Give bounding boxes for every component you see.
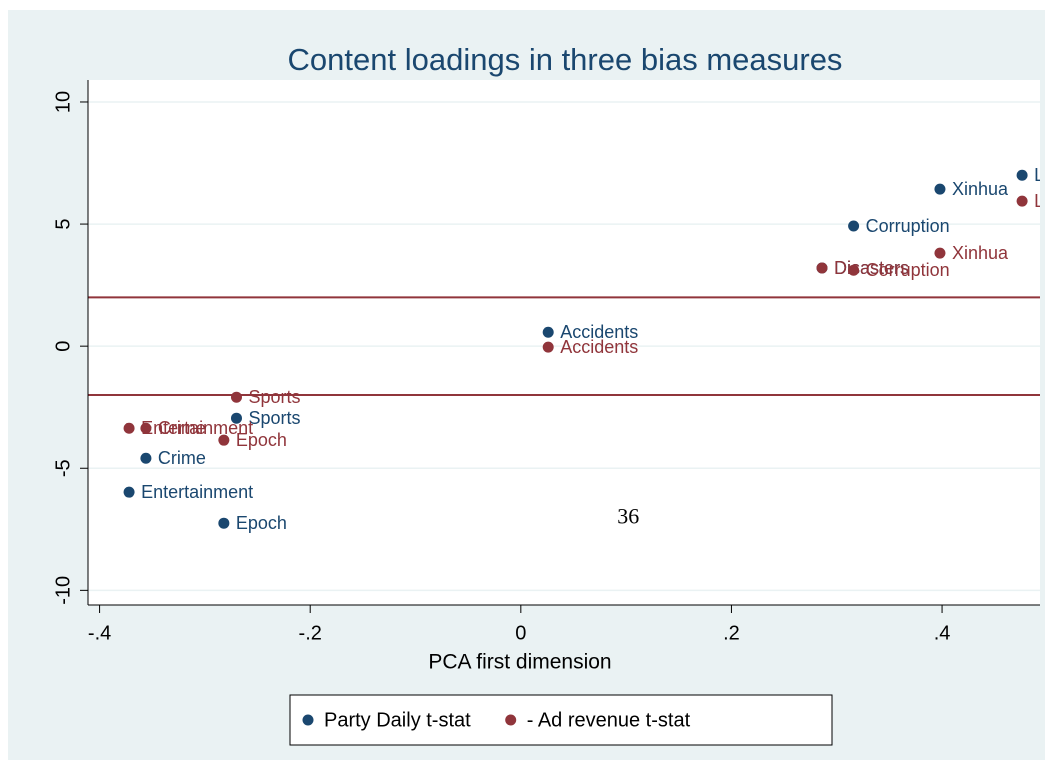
point-label: Sports	[248, 387, 300, 407]
y-tick-label: 10	[52, 91, 74, 113]
point-label: Epoch	[236, 430, 287, 450]
point	[542, 326, 554, 338]
legend-marker	[505, 714, 517, 726]
point-label: Corruption	[866, 260, 950, 280]
point	[848, 220, 860, 232]
point-label: Epoch	[236, 513, 287, 533]
x-tick-label: .4	[934, 622, 951, 644]
y-tick-label: -10	[52, 576, 74, 605]
point	[230, 412, 242, 424]
x-axis-label: PCA first dimension	[428, 651, 611, 674]
point	[218, 517, 230, 529]
point	[934, 247, 946, 259]
y-tick-label: 5	[52, 219, 74, 230]
point	[1016, 195, 1028, 207]
legend-label: Party Daily t-stat	[324, 709, 471, 731]
x-tick-label: -.4	[88, 622, 111, 644]
point	[140, 422, 152, 434]
point-label: Le	[1034, 191, 1054, 211]
x-tick-label: .2	[723, 622, 740, 644]
point	[230, 391, 242, 403]
point	[140, 452, 152, 464]
legend-box	[289, 694, 833, 746]
point	[848, 264, 860, 276]
point	[218, 434, 230, 446]
point-label: Le	[1034, 165, 1054, 185]
chart-title: Content loadings in three bias measures	[288, 42, 843, 77]
point-label: Accidents	[560, 322, 638, 342]
point	[934, 183, 946, 195]
annotation: 36	[617, 503, 639, 528]
point-label: Xinhua	[952, 179, 1009, 199]
point-label: Sports	[248, 408, 300, 428]
plot-region	[88, 80, 1040, 605]
point	[542, 341, 554, 353]
point-label: Crime	[158, 448, 206, 468]
point-label: Accidents	[560, 337, 638, 357]
point-label: Corruption	[866, 216, 950, 236]
y-tick-label: 0	[52, 341, 74, 352]
x-tick-label: -.2	[299, 622, 322, 644]
point-label: Entertainment	[141, 482, 253, 502]
legend-label: - Ad revenue t-stat	[527, 709, 691, 731]
point	[123, 486, 135, 498]
point-label: Xinhua	[952, 243, 1009, 263]
point	[816, 262, 828, 274]
y-tick-label: -5	[52, 459, 74, 477]
legend-marker	[302, 714, 314, 726]
point-label: Entertainment	[141, 418, 253, 438]
plot: 36LeXinhuaCorruptionDisastersAccidentsSp…	[88, 101, 1054, 592]
x-tick-label: 0	[515, 622, 526, 644]
point	[123, 422, 135, 434]
point-label: Crime	[158, 418, 206, 438]
point	[1016, 169, 1028, 181]
